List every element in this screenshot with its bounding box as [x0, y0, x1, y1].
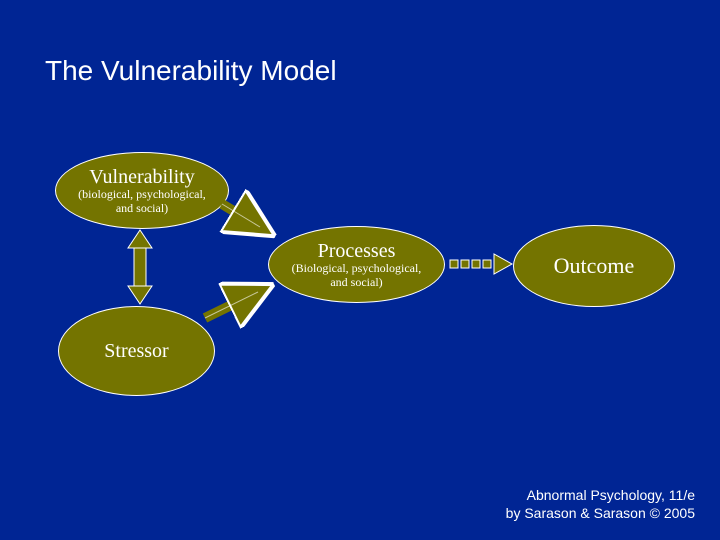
arrow-processes-to-outcome	[450, 254, 512, 274]
arrows-layer	[0, 0, 720, 540]
footer-line2: by Sarason & Sarason © 2005	[506, 505, 695, 523]
arrow-vulnerability-stressor-bi	[128, 230, 152, 304]
footer-line1: Abnormal Psychology, 11/e	[506, 487, 695, 505]
footer-citation: Abnormal Psychology, 11/e by Sarason & S…	[506, 487, 695, 522]
